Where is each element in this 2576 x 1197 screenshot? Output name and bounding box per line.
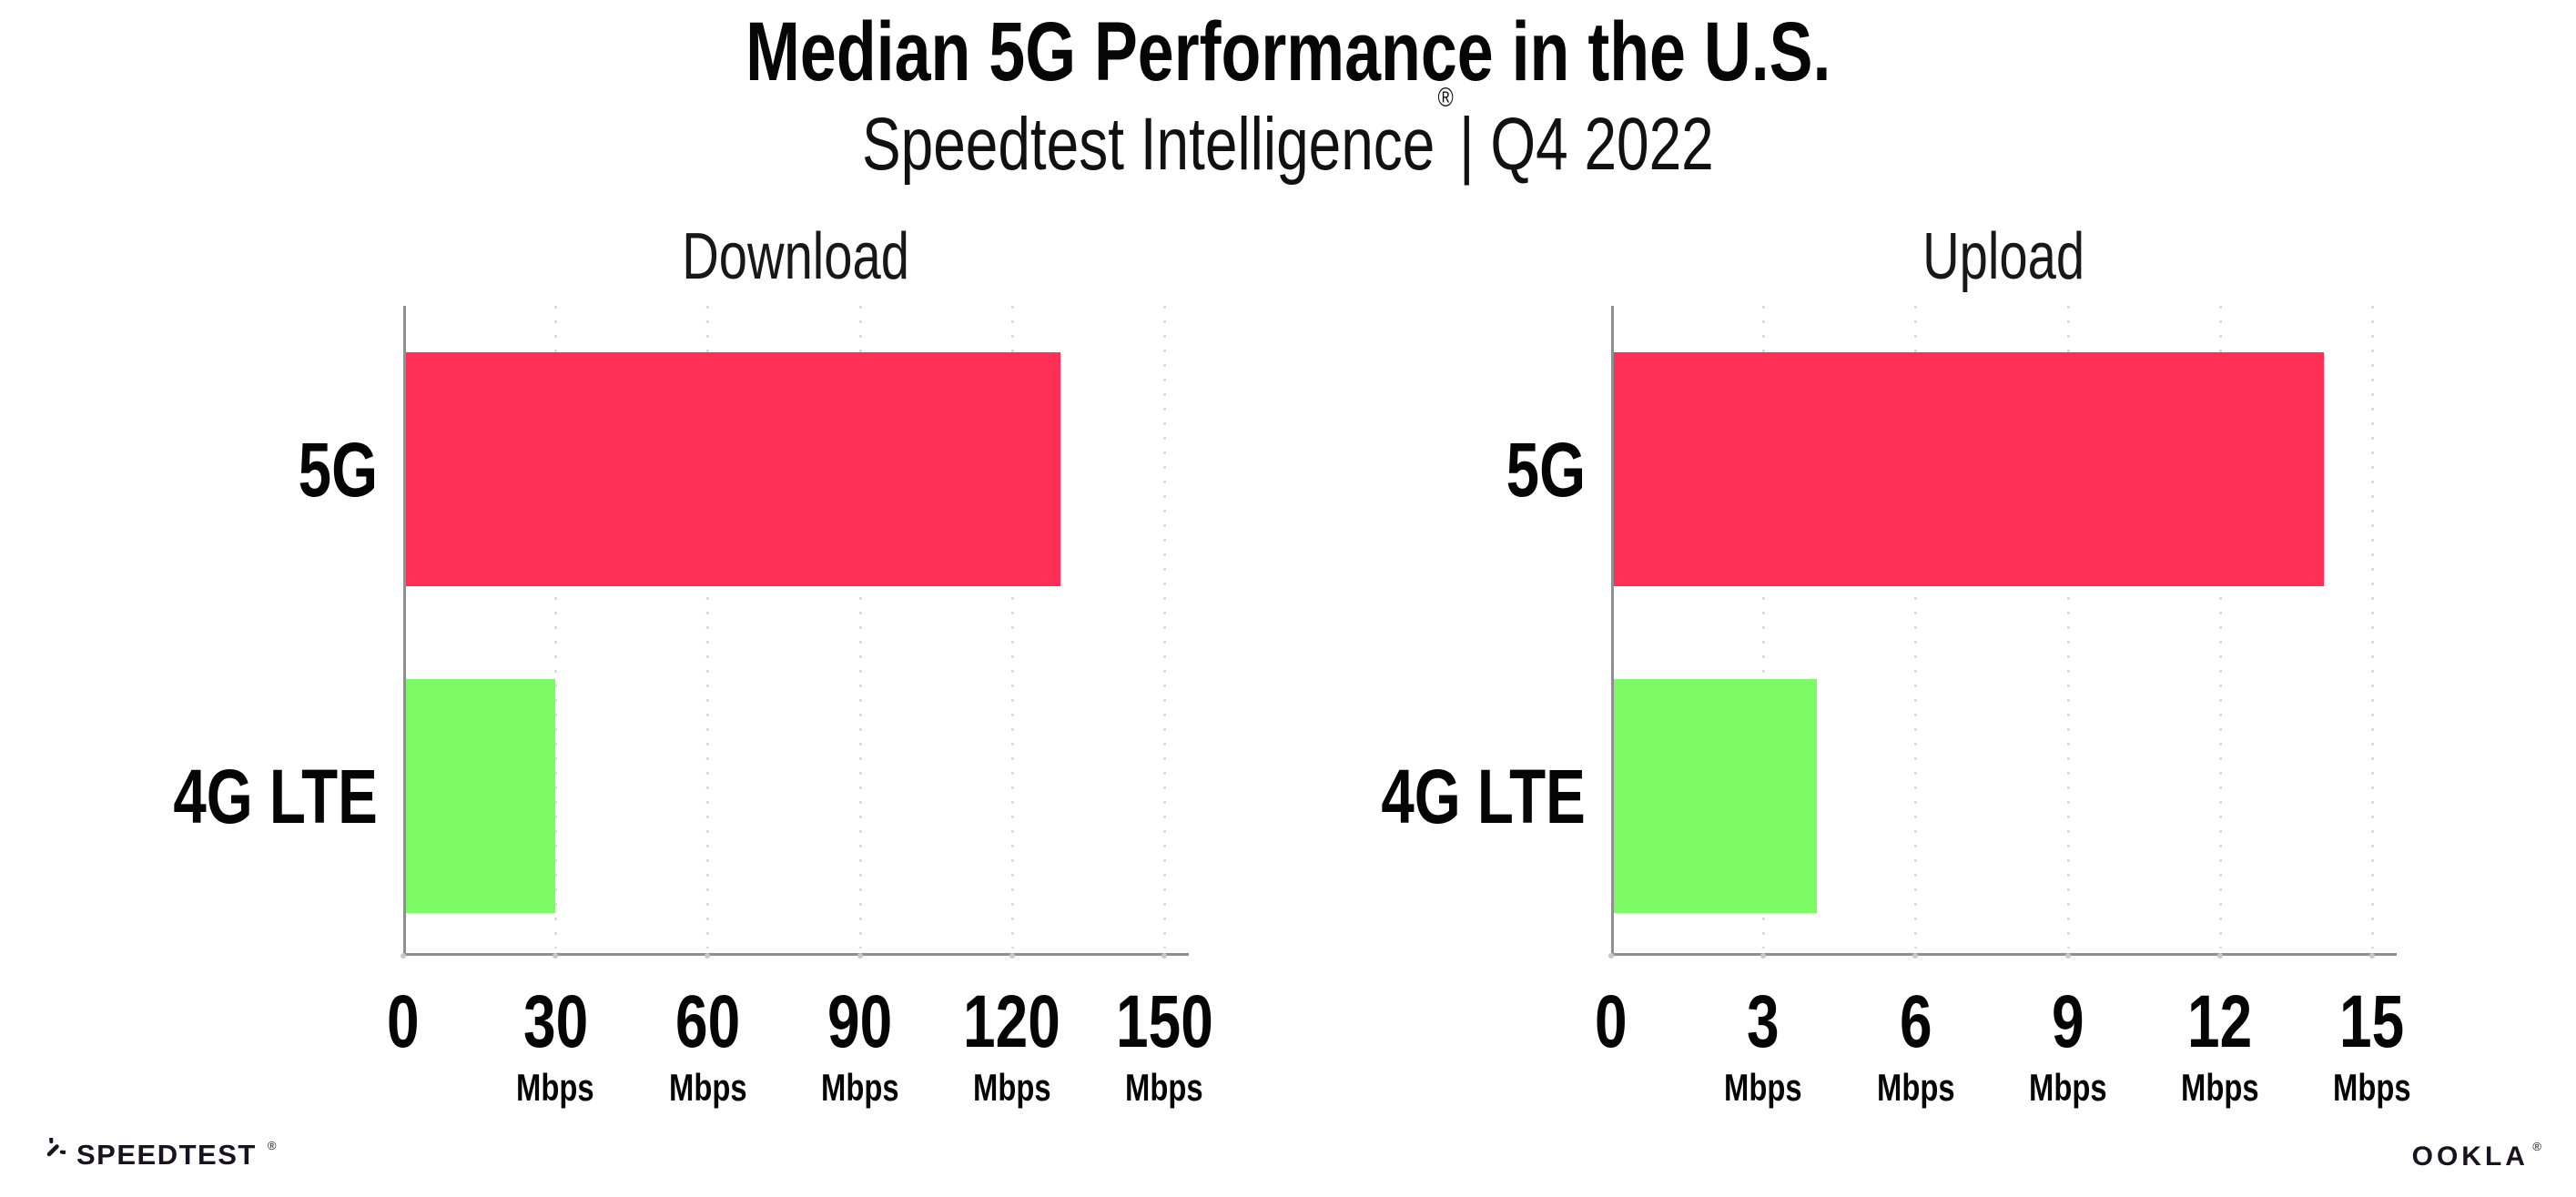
x-tick-value: 9 (2051, 980, 2084, 1063)
x-tick-label-30: 30 Mbps (437, 985, 674, 1121)
gridline-12-mbps (2218, 306, 2222, 948)
x-tick-label-0: 0 (1493, 985, 1729, 1121)
category-label-4g-lte-download: 4G LTE (0, 758, 378, 840)
axis-tick-0 (1608, 953, 1614, 959)
x-tick-unit: Mbps (1876, 1066, 1955, 1109)
plot-area-upload (1611, 306, 2397, 956)
bar-4g-lte-download (406, 679, 555, 913)
x-tick-unit: Mbps (820, 1066, 899, 1109)
x-tick-unit: Mbps (516, 1066, 594, 1109)
subtitle-brand: Speedtest Intelligence (862, 102, 1435, 186)
category-label-4g-lte-upload: 4G LTE (1174, 758, 1586, 840)
axis-tick-150 (1161, 953, 1167, 959)
speedtest-logo: SPEEDTEST ® (33, 1138, 276, 1171)
ookla-wordmark: OOKLA (2411, 1141, 2529, 1172)
x-tick-unit: Mbps (1125, 1066, 1203, 1109)
gridline-3-mbps (1762, 306, 1766, 948)
speedtest-trademark: ® (267, 1138, 277, 1152)
x-tick-value: 30 (522, 980, 588, 1063)
x-tick-value: 0 (387, 980, 420, 1063)
x-tick-label-6: 6 Mbps (1797, 985, 2033, 1121)
x-tick-unit: Mbps (973, 1066, 1051, 1109)
x-tick-unit: Mbps (1724, 1066, 1802, 1109)
subtitle-period: Q4 2022 (1490, 102, 1714, 186)
x-tick-value: 12 (2187, 980, 2253, 1063)
bar-5g-download (406, 352, 1060, 586)
gridline-6-mbps (1914, 306, 1918, 948)
subtitle: Speedtest Intelligence®| Q4 2022 (0, 84, 2576, 186)
x-tick-value: 15 (2339, 980, 2405, 1063)
ookla-logo: OOKLA ® (2411, 1139, 2541, 1172)
header: Median 5G Performance in the U.S. Speedt… (0, 5, 2576, 186)
category-label-text: 5G (1506, 426, 1586, 512)
x-tick-value: 90 (827, 980, 893, 1063)
chart-title-upload: Upload (1730, 224, 2277, 289)
axis-tick-90 (857, 953, 863, 959)
registered-mark: ® (1437, 83, 1454, 114)
x-tick-label-12: 12 Mbps (2102, 985, 2338, 1121)
category-label-text: 5G (298, 426, 378, 512)
x-tick-value: 6 (1899, 980, 1932, 1063)
ookla-registered-mark: ® (2532, 1139, 2541, 1153)
x-tick-label-120: 120 Mbps (894, 985, 1131, 1121)
x-tick-unit: Mbps (668, 1066, 747, 1109)
x-tick-value: 3 (1747, 980, 1780, 1063)
chart-title-upload-text: Upload (1922, 220, 2084, 293)
speedtest-wordmark: SPEEDTEST (76, 1138, 257, 1171)
subtitle-text: Speedtest Intelligence®| Q4 2022 (862, 84, 1714, 186)
x-tick-unit: Mbps (2181, 1066, 2259, 1109)
axis-tick-30 (553, 953, 559, 959)
x-tick-label-90: 90 Mbps (742, 985, 979, 1121)
axis-tick-9 (2064, 953, 2071, 959)
x-tick-value: 150 (1115, 980, 1213, 1063)
category-label-text: 4G LTE (1381, 753, 1586, 839)
subtitle-separator: | (1459, 102, 1491, 186)
plot-area-download (403, 306, 1189, 956)
axis-tick-120 (1009, 953, 1015, 959)
main-title-text: Median 5G Performance in the U.S. (745, 5, 1831, 98)
category-label-5g-upload: 5G (1174, 431, 1586, 513)
axis-tick-6 (1912, 953, 1919, 959)
category-label-text: 4G LTE (173, 753, 378, 839)
x-tick-unit: Mbps (2028, 1066, 2107, 1109)
x-tick-label-3: 3 Mbps (1645, 985, 1881, 1121)
gridline-15-mbps (2371, 306, 2374, 948)
chart-title-download: Download (522, 224, 1069, 289)
gridline-30-mbps (554, 306, 558, 948)
x-tick-value: 120 (963, 980, 1061, 1063)
x-tick-label-9: 9 Mbps (1950, 985, 2186, 1121)
x-tick-label-150: 150 Mbps (1046, 985, 1283, 1121)
x-tick-value: 60 (674, 980, 740, 1063)
x-tick-label-0: 0 (285, 985, 522, 1121)
gridline-90-mbps (858, 306, 862, 948)
chart-title-download-text: Download (682, 220, 909, 293)
speedtest-gauge-icon (46, 1138, 66, 1157)
axis-tick-3 (1760, 953, 1767, 959)
x-tick-unit: Mbps (2333, 1066, 2411, 1109)
gridline-120-mbps (1010, 306, 1014, 948)
bar-4g-lte-upload (1614, 679, 1817, 913)
x-tick-value: 0 (1595, 980, 1628, 1063)
x-tick-label-15: 15 Mbps (2254, 985, 2490, 1121)
category-label-5g-download: 5G (0, 431, 378, 513)
gridline-9-mbps (2066, 306, 2070, 948)
axis-tick-15 (2369, 953, 2375, 959)
axis-tick-0 (401, 953, 406, 959)
bar-5g-upload (1614, 352, 2324, 586)
gridline-60-mbps (706, 306, 710, 948)
x-tick-label-60: 60 Mbps (589, 985, 826, 1121)
axis-tick-60 (705, 953, 711, 959)
main-title: Median 5G Performance in the U.S. (0, 5, 2576, 98)
axis-tick-12 (2216, 953, 2223, 959)
gridline-150-mbps (1163, 306, 1166, 948)
